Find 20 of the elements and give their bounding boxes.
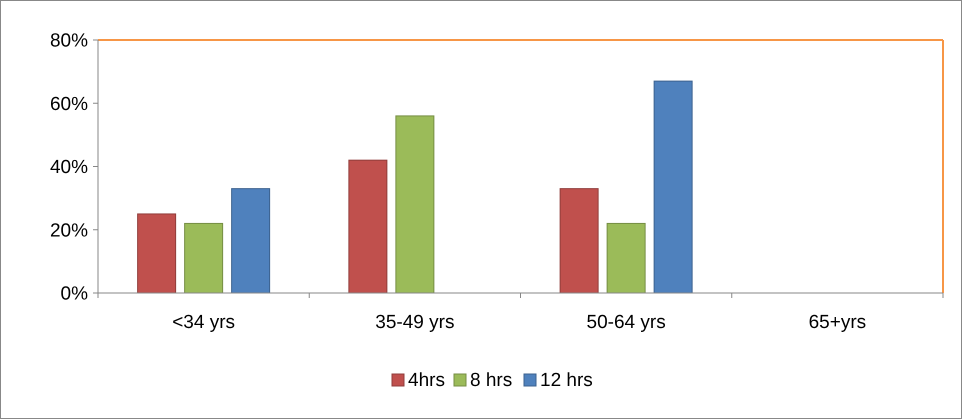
legend-label: 4hrs bbox=[408, 370, 445, 391]
bar bbox=[560, 188, 599, 294]
bar bbox=[606, 222, 646, 294]
x-tick-label: <34 yrs bbox=[172, 312, 236, 333]
legend-label: 8 hrs bbox=[470, 370, 512, 391]
y-tick-label: 0% bbox=[60, 284, 88, 305]
x-tick-label: 35-49 yrs bbox=[375, 312, 454, 333]
bar bbox=[348, 160, 388, 294]
y-tick-label: 40% bbox=[50, 157, 88, 178]
x-tick-label: 50-64 yrs bbox=[586, 312, 666, 333]
x-tick-label: 65+yrs bbox=[808, 312, 866, 333]
y-tick-label: 20% bbox=[50, 220, 88, 242]
legend-label: 12 hrs bbox=[540, 370, 593, 391]
y-tick-label: 60% bbox=[50, 94, 88, 115]
bar bbox=[654, 80, 693, 294]
bar bbox=[395, 115, 434, 294]
bar bbox=[184, 222, 224, 294]
bar bbox=[137, 213, 176, 294]
y-tick-label: 80% bbox=[50, 30, 88, 52]
bar bbox=[231, 188, 270, 294]
